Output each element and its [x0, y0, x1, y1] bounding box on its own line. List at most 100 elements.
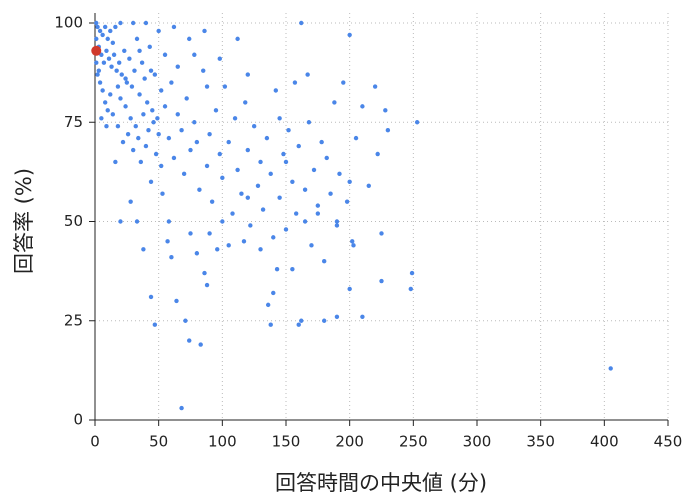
x-tick-label: 100 — [208, 433, 237, 451]
x-tick-label: 250 — [399, 433, 428, 451]
point — [166, 135, 172, 141]
point — [141, 247, 146, 252]
point — [179, 127, 184, 133]
point — [248, 223, 253, 228]
point — [232, 116, 238, 121]
point — [409, 270, 415, 276]
point — [156, 131, 161, 137]
point — [302, 187, 308, 192]
point — [159, 88, 164, 93]
point — [91, 45, 102, 56]
point — [347, 179, 352, 184]
point — [209, 199, 215, 204]
point — [128, 116, 133, 121]
point — [131, 20, 136, 26]
point — [96, 68, 102, 73]
point — [120, 139, 126, 145]
point — [264, 135, 270, 141]
point — [322, 318, 327, 323]
point — [306, 120, 312, 125]
point — [202, 28, 207, 34]
point — [166, 219, 172, 224]
point — [99, 116, 104, 121]
point — [366, 183, 371, 188]
point — [251, 124, 257, 129]
point — [245, 72, 250, 77]
point — [155, 116, 160, 121]
point — [265, 302, 271, 308]
point — [222, 84, 228, 89]
point — [192, 52, 197, 57]
point — [260, 207, 266, 212]
point — [116, 60, 122, 65]
point — [328, 191, 333, 196]
y-tick-label: 100 — [54, 14, 83, 32]
point — [271, 290, 276, 296]
point — [183, 318, 188, 323]
point — [213, 108, 219, 113]
point — [127, 56, 132, 61]
point — [110, 112, 116, 117]
point — [152, 72, 158, 77]
point — [334, 314, 340, 319]
point — [379, 231, 384, 236]
point — [94, 20, 99, 26]
point — [188, 231, 193, 236]
point — [245, 195, 250, 200]
point — [165, 239, 170, 244]
point — [309, 243, 314, 248]
y-tick-label: 0 — [73, 411, 83, 429]
point — [151, 120, 156, 125]
point — [115, 124, 121, 129]
point — [353, 135, 359, 141]
point — [197, 187, 202, 192]
point — [160, 191, 165, 196]
point — [324, 155, 329, 161]
point — [143, 20, 149, 26]
point — [108, 92, 113, 97]
y-axis-title: 回答率 (%) — [12, 168, 36, 274]
point — [131, 147, 136, 153]
point — [97, 80, 103, 85]
point — [608, 366, 613, 371]
point — [137, 92, 142, 97]
point — [141, 112, 146, 117]
point — [332, 100, 337, 105]
point — [207, 231, 212, 236]
point — [198, 342, 203, 347]
point — [296, 143, 301, 149]
point — [215, 247, 220, 252]
point — [124, 80, 130, 85]
point — [114, 68, 119, 73]
point — [104, 48, 109, 53]
point — [108, 28, 113, 34]
point — [174, 298, 179, 304]
point — [293, 211, 299, 216]
point — [305, 72, 310, 77]
point — [138, 159, 144, 165]
point — [408, 286, 413, 292]
point — [245, 147, 250, 153]
point — [360, 314, 365, 319]
point — [139, 60, 145, 65]
point — [315, 211, 321, 216]
point — [97, 28, 103, 34]
point — [179, 405, 184, 411]
point — [334, 219, 340, 224]
point — [171, 24, 177, 30]
point — [100, 32, 105, 38]
point — [258, 159, 263, 165]
point — [334, 223, 340, 228]
point — [277, 195, 282, 200]
y-tick-label: 25 — [64, 311, 83, 329]
point — [204, 282, 210, 288]
point — [134, 219, 140, 224]
point — [162, 52, 168, 57]
point — [337, 171, 342, 177]
point — [347, 32, 352, 38]
point — [273, 88, 279, 93]
point — [241, 239, 247, 244]
point — [136, 135, 141, 141]
point — [207, 131, 212, 137]
